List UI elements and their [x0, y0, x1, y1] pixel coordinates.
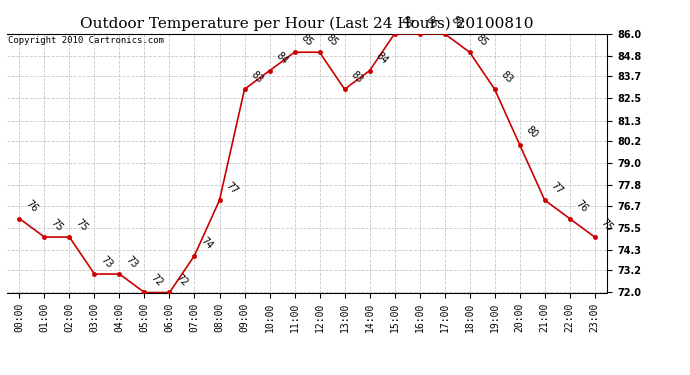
Text: 74: 74 — [199, 236, 215, 251]
Title: Outdoor Temperature per Hour (Last 24 Hours) 20100810: Outdoor Temperature per Hour (Last 24 Ho… — [80, 17, 534, 31]
Text: 75: 75 — [74, 217, 90, 233]
Text: 86: 86 — [424, 14, 440, 30]
Text: 84: 84 — [274, 51, 289, 66]
Text: 86: 86 — [399, 14, 415, 30]
Text: 85: 85 — [299, 32, 315, 48]
Text: 77: 77 — [224, 180, 239, 196]
Text: 72: 72 — [174, 272, 190, 288]
Text: 76: 76 — [574, 199, 590, 214]
Text: 85: 85 — [474, 32, 490, 48]
Text: 73: 73 — [124, 254, 139, 270]
Text: 84: 84 — [374, 51, 389, 66]
Text: Copyright 2010 Cartronics.com: Copyright 2010 Cartronics.com — [8, 36, 164, 45]
Text: 86: 86 — [448, 14, 464, 30]
Text: 75: 75 — [48, 217, 64, 233]
Text: 83: 83 — [499, 69, 515, 85]
Text: 73: 73 — [99, 254, 115, 270]
Text: 72: 72 — [148, 272, 164, 288]
Text: 75: 75 — [599, 217, 615, 233]
Text: 77: 77 — [549, 180, 564, 196]
Text: 83: 83 — [348, 69, 364, 85]
Text: 76: 76 — [23, 199, 39, 214]
Text: 85: 85 — [324, 32, 339, 48]
Text: 83: 83 — [248, 69, 264, 85]
Text: 80: 80 — [524, 125, 540, 141]
